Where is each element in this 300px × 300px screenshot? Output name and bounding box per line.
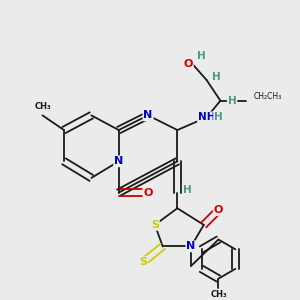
Text: CH₂CH₃: CH₂CH₃ — [254, 92, 282, 101]
Text: O: O — [143, 188, 153, 198]
Text: NH: NH — [198, 112, 215, 122]
Text: H: H — [197, 51, 206, 61]
Text: CH₃: CH₃ — [210, 290, 227, 299]
Text: N: N — [186, 242, 196, 251]
Text: N: N — [114, 156, 123, 166]
Text: H: H — [212, 72, 221, 82]
Text: H: H — [214, 112, 223, 122]
Text: H: H — [228, 96, 236, 106]
Text: H: H — [183, 185, 191, 195]
Text: O: O — [214, 205, 223, 215]
Text: S: S — [139, 257, 147, 267]
Text: S: S — [151, 220, 159, 230]
Text: O: O — [183, 58, 193, 69]
Text: CH₃: CH₃ — [34, 103, 51, 112]
Text: N: N — [143, 110, 153, 120]
